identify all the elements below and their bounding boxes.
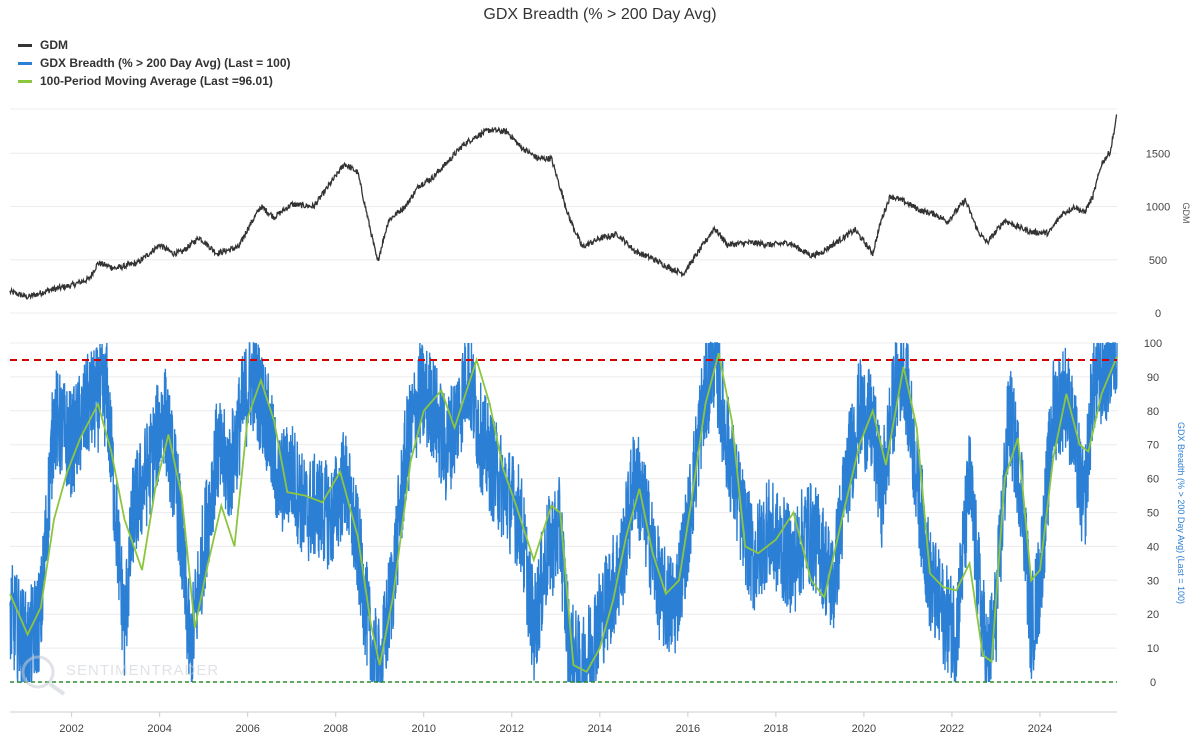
lower-y-axis: 0 10 20 30 40 50 60 70 80 90 100	[1144, 338, 1162, 689]
moving-average-line	[9, 352, 1118, 674]
lower-y-tick-label: 90	[1147, 372, 1159, 384]
lower-y-tick-label: 80	[1147, 406, 1159, 418]
legend-label-moving-average: 100-Period Moving Average (Last =96.01)	[40, 74, 273, 88]
lower-y-tick-label: 70	[1147, 440, 1159, 452]
upper-y-tick-label: 0	[1155, 308, 1161, 320]
upper-y-axis-title: GDM	[1181, 203, 1191, 224]
x-tick-label: 2020	[852, 723, 876, 735]
legend-item-breadth[interactable]: GDX Breadth (% > 200 Day Avg) (Last = 10…	[18, 54, 291, 72]
watermark-logo: SENTIMENTRADER	[21, 655, 219, 696]
lower-y-tick-label: 100	[1144, 338, 1162, 350]
lower-y-tick-label: 0	[1150, 677, 1156, 689]
x-tick-label: 2024	[1028, 723, 1052, 735]
watermark-text: SENTIMENTRADER	[66, 662, 219, 679]
lower-y-tick-label: 30	[1147, 575, 1159, 587]
x-tick-label: 2022	[940, 723, 964, 735]
legend-label-breadth: GDX Breadth (% > 200 Day Avg) (Last = 10…	[40, 56, 291, 70]
x-tick-label: 2008	[323, 723, 347, 735]
breadth-line	[9, 341, 1118, 684]
watermark-icon-handle	[48, 682, 66, 696]
legend-swatch-moving-average	[18, 79, 32, 83]
legend-item-moving-average[interactable]: 100-Period Moving Average (Last =96.01)	[18, 72, 291, 90]
watermark-icon	[21, 655, 55, 689]
x-tick-label: 2002	[59, 723, 83, 735]
lower-y-tick-label: 10	[1147, 643, 1159, 655]
reference-lines	[10, 358, 1117, 683]
upper-panel-gridlines	[10, 108, 1117, 314]
upper-y-axis: 0 500 1000 1500	[1146, 148, 1170, 320]
lower-y-tick-label: 50	[1147, 508, 1159, 520]
x-tick-label: 2014	[588, 723, 612, 735]
x-tick-label: 2004	[147, 723, 171, 735]
chart-legend: GDM GDX Breadth (% > 200 Day Avg) (Last …	[18, 36, 291, 90]
upper-y-tick-label: 500	[1149, 255, 1167, 267]
x-tick-label: 2016	[676, 723, 700, 735]
upper-y-tick-label: 1500	[1146, 148, 1170, 160]
lower-y-axis-title: GDX Breadth (% > 200 Day Avg) (Last = 10…	[1176, 422, 1186, 604]
x-tick-label: 2006	[235, 723, 259, 735]
legend-item-gdm[interactable]: GDM	[18, 36, 291, 54]
chart-title: GDX Breadth (% > 200 Day Avg)	[483, 6, 717, 23]
lower-panel-series	[9, 341, 1118, 684]
lower-y-tick-label: 60	[1147, 474, 1159, 486]
upper-panel-series	[9, 114, 1118, 301]
gdm-line	[9, 114, 1118, 301]
lower-y-tick-label: 20	[1147, 609, 1159, 621]
x-axis: 2002 2004 2006 2008 2010 2012 2014 2016 2018 2020…	[10, 711, 1117, 735]
legend-swatch-breadth	[18, 61, 32, 65]
upper-y-tick-label: 1000	[1146, 202, 1170, 214]
legend-swatch-gdm	[18, 43, 32, 47]
x-tick-label: 2018	[764, 723, 788, 735]
lower-y-tick-label: 40	[1147, 541, 1159, 553]
x-tick-label: 2010	[412, 723, 436, 735]
x-tick-label: 2012	[500, 723, 524, 735]
legend-label-gdm: GDM	[40, 38, 68, 52]
